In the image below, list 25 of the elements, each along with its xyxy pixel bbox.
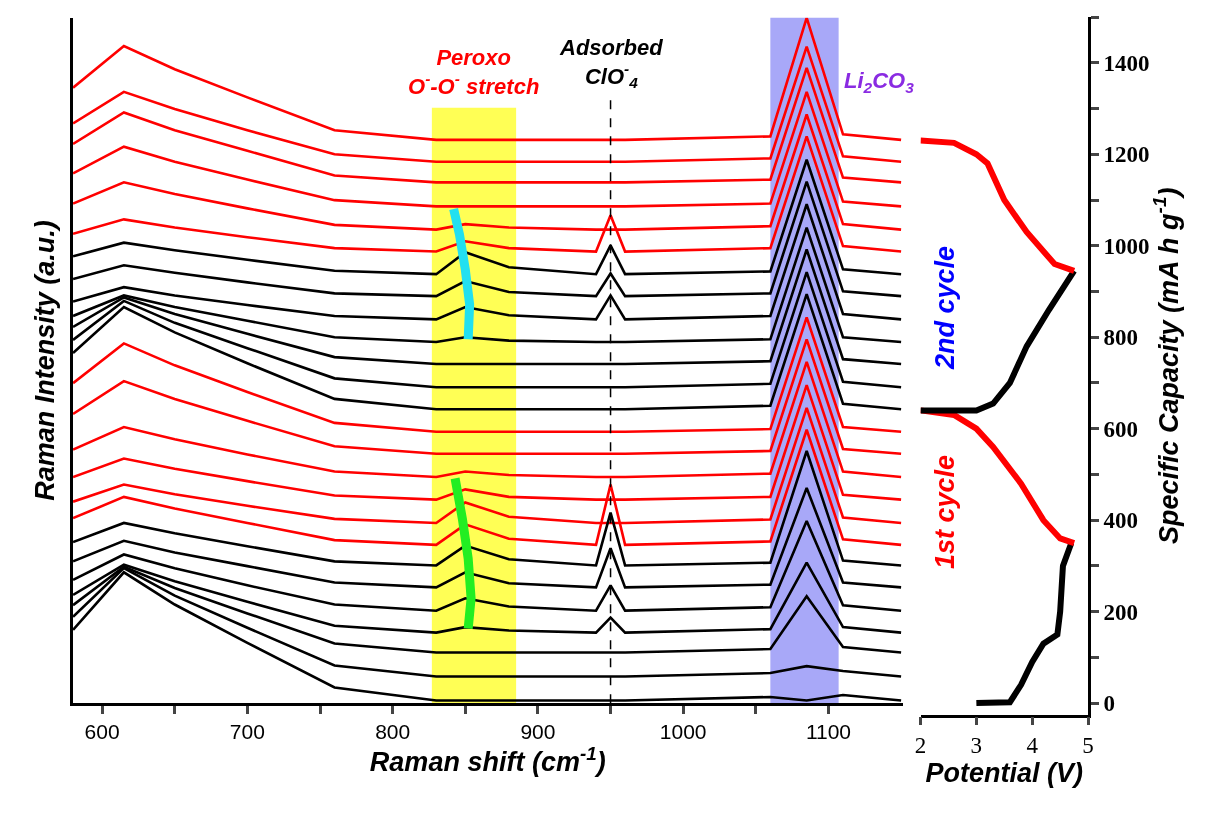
y-tick-label: 1200 [1103,142,1150,168]
y-axis-title: Raman Intensity (a.u.) [30,220,61,501]
band-label: Peroxo O$^{-}$-O$^{-}$ stretch [408,45,540,99]
x-axis-title: Potential (V) [925,757,1084,788]
x-tick-label: 600 [84,720,120,744]
x-tick-label: 3 [970,732,983,758]
x-tick-label: 800 [375,720,411,744]
y-tick-label: 800 [1103,325,1138,351]
y-tick-label: 1400 [1103,50,1150,76]
y-tick-label: 200 [1103,599,1138,625]
x-tick-label: 1100 [805,720,852,744]
x-tick-label: 900 [520,720,556,744]
annotation: 2nd cycle [929,245,960,371]
y-tick-label: 0 [1103,691,1115,717]
x-tick-label: 2 [914,732,927,758]
x-tick-label: 4 [1026,732,1039,758]
annotation: 1st cycle [929,454,960,569]
y-tick-label: 400 [1103,508,1138,534]
y-tick-label: 600 [1103,416,1138,442]
x-axis-title: Raman shift (cm$^{-1}$) [369,743,606,778]
y-tick-label: 1000 [1103,233,1150,259]
x-tick-label: 700 [229,720,265,744]
x-tick-label: 5 [1082,732,1094,758]
x-tick-label: 1000 [659,720,707,744]
band-label: Li$_{2}$CO$_{3}$ [844,68,915,96]
